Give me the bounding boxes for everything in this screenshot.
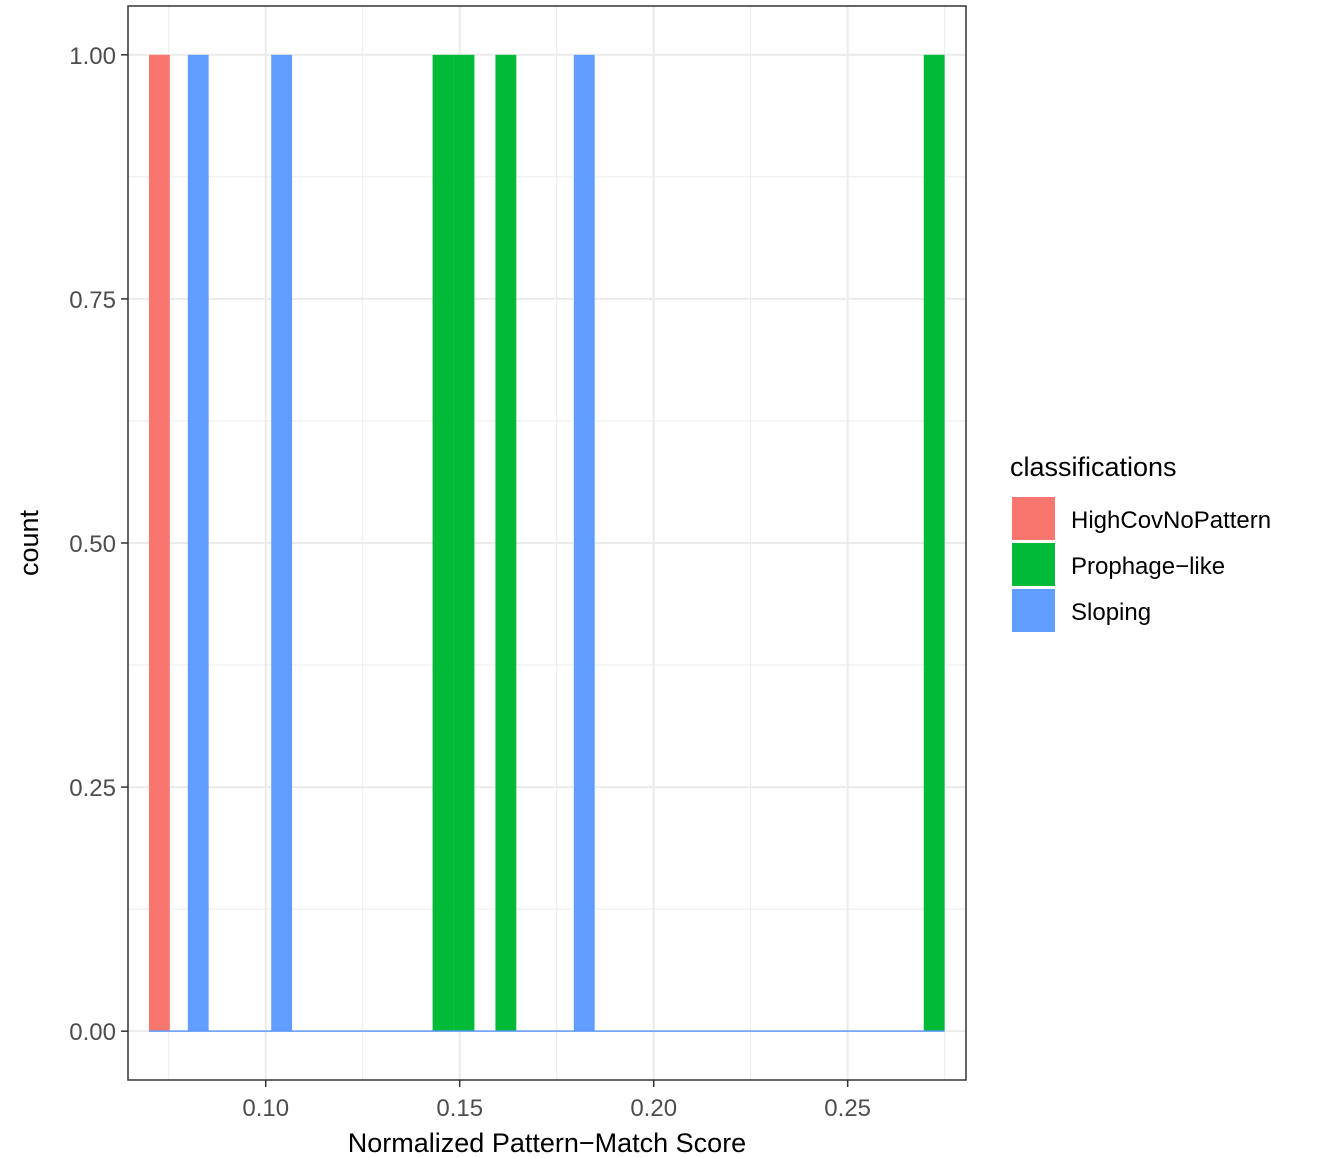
legend-title: classifications — [1010, 452, 1177, 482]
y-tick-label: 0.25 — [69, 775, 116, 802]
y-tick-label: 0.50 — [69, 531, 116, 558]
legend-swatch — [1012, 589, 1055, 632]
x-tick-label: 0.20 — [630, 1095, 677, 1122]
legend-label: Prophage−like — [1071, 553, 1225, 580]
histogram-bar — [148, 54, 170, 1032]
grid-lines — [128, 6, 966, 1080]
histogram-bar — [187, 54, 209, 1032]
histogram-bar — [923, 54, 945, 1032]
histogram-bar — [453, 54, 475, 1032]
legend-swatch — [1012, 543, 1055, 586]
histogram-bar — [271, 54, 293, 1032]
legend: classifications HighCovNoPattern Prophage… — [1010, 452, 1271, 632]
x-tick-label: 0.10 — [242, 1095, 289, 1122]
x-tick-label: 0.25 — [824, 1095, 871, 1122]
x-tick-label: 0.15 — [436, 1095, 483, 1122]
y-tick-label: 0.00 — [69, 1019, 116, 1046]
x-axis: 0.10 0.15 0.20 0.25 — [242, 1080, 871, 1122]
bars — [148, 54, 945, 1032]
y-axis: 0.00 0.25 0.50 0.75 1.00 — [69, 43, 128, 1046]
legend-label: Sloping — [1071, 599, 1151, 626]
x-axis-label: Normalized Pattern−Match Score — [348, 1128, 746, 1158]
histogram-bar — [432, 54, 454, 1032]
legend-swatch — [1012, 497, 1055, 540]
histogram-bar — [495, 54, 517, 1032]
y-axis-label: count — [14, 509, 44, 576]
legend-label: HighCovNoPattern — [1071, 507, 1271, 534]
y-tick-label: 0.75 — [69, 287, 116, 314]
histogram-bar — [573, 54, 595, 1032]
y-tick-label: 1.00 — [69, 43, 116, 70]
